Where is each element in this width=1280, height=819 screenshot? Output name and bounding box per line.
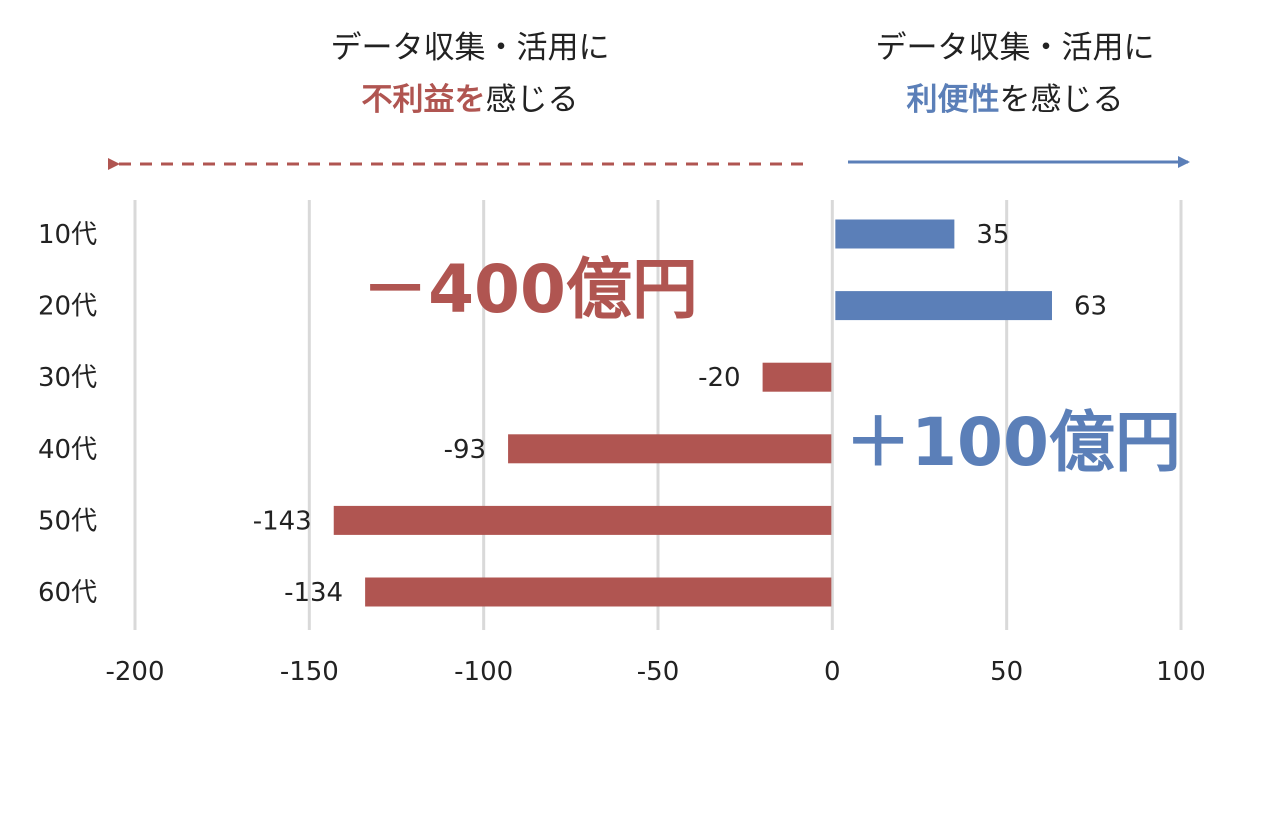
data-label-4: -143 — [253, 506, 312, 536]
data-label-3: -93 — [444, 435, 486, 465]
header-negative-line2: 不利益を感じる — [270, 74, 670, 126]
bar-1 — [835, 291, 1052, 321]
category-label-1: 20代 — [38, 292, 97, 322]
x-tick-label-1: -150 — [280, 657, 339, 687]
data-label-2: -20 — [698, 363, 740, 393]
x-tick-label-3: -50 — [637, 657, 679, 687]
category-label-2: 30代 — [38, 363, 97, 393]
header-positive-emphasis: 利便性 — [906, 82, 1000, 118]
category-label-5: 60代 — [38, 578, 97, 608]
bar-4 — [333, 505, 832, 535]
bar-0 — [835, 219, 955, 249]
header-positive: データ収集・活用に 利便性を感じる — [815, 22, 1215, 126]
x-axis-ticks: -200 -150 -100 -50 0 50 100 — [105, 657, 1205, 687]
category-label-3: 40代 — [38, 435, 97, 465]
bar-5 — [365, 577, 832, 607]
x-tick-label-4: 0 — [824, 657, 841, 687]
x-tick-label-0: -200 — [105, 657, 164, 687]
category-label-4: 50代 — [38, 506, 97, 536]
data-label-0: 35 — [976, 220, 1009, 250]
x-tick-label-2: -100 — [454, 657, 513, 687]
header-positive-line1: データ収集・活用に — [875, 30, 1155, 66]
x-tick-label-6: 100 — [1156, 657, 1206, 687]
category-label-0: 10代 — [38, 220, 97, 250]
header-negative-rest: 感じる — [485, 82, 579, 118]
bar-3 — [508, 434, 832, 464]
header-positive-line2: 利便性を感じる — [815, 74, 1215, 126]
positive-total-annotation: ＋100億円 — [845, 404, 1181, 481]
gridlines — [133, 200, 1183, 630]
data-labels: 35 63 -20 -93 -143 -134 — [253, 220, 1107, 608]
header-positive-rest: を感じる — [999, 82, 1124, 118]
negative-total-annotation: －400億円 — [362, 251, 698, 328]
data-label-5: -134 — [284, 578, 343, 608]
x-tick-label-5: 50 — [990, 657, 1023, 687]
header-negative: データ収集・活用に 不利益を感じる — [270, 22, 670, 126]
bars — [333, 219, 1052, 607]
header-negative-emphasis: 不利益を — [361, 82, 486, 118]
bar-2 — [762, 362, 832, 392]
category-labels: 10代 20代 30代 40代 50代 60代 — [38, 220, 97, 608]
data-label-1: 63 — [1074, 292, 1107, 322]
header-negative-line1: データ収集・活用に — [330, 30, 610, 66]
